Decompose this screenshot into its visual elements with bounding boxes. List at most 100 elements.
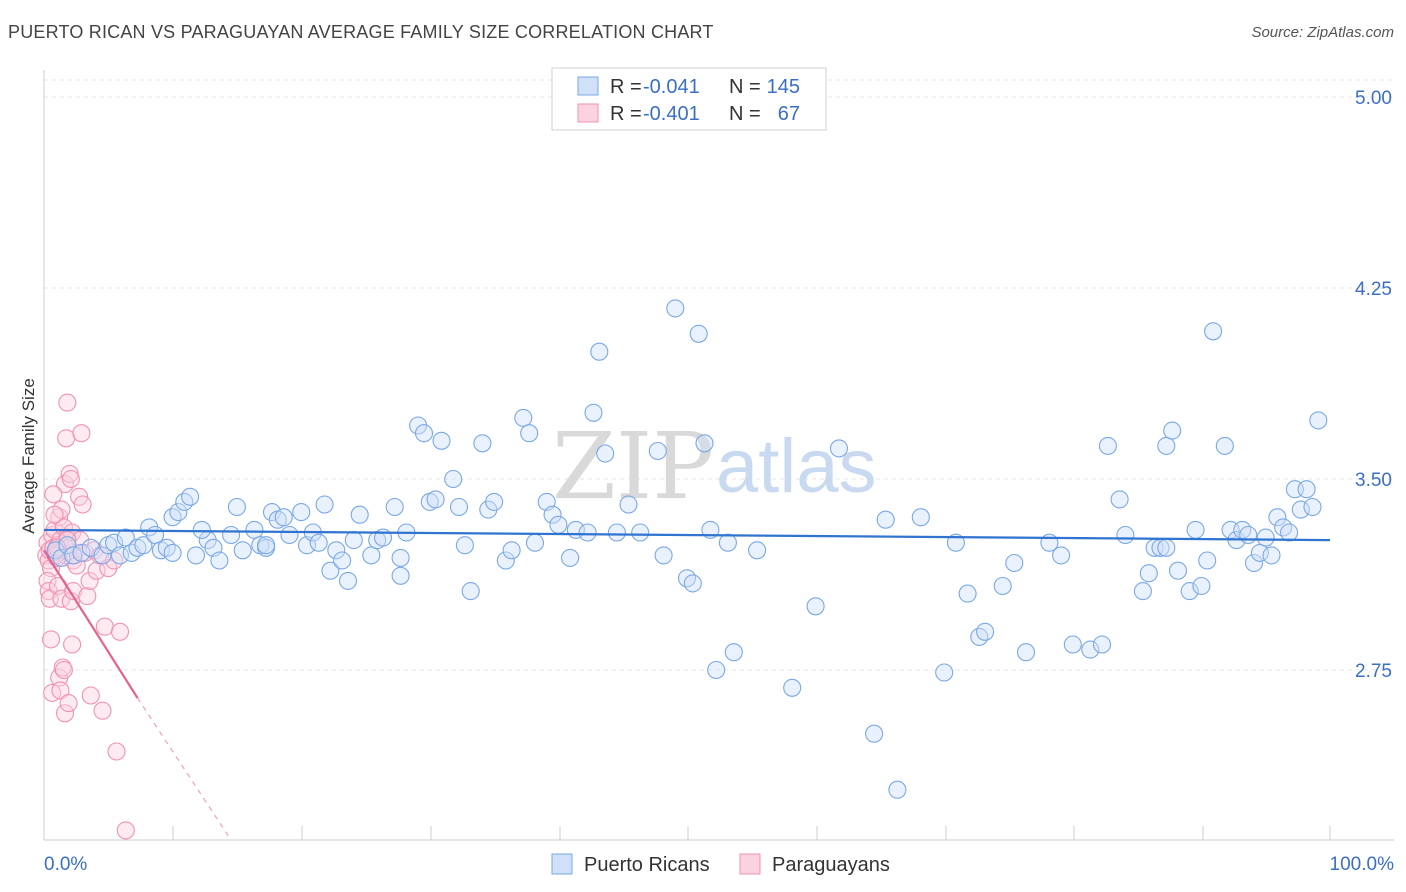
puerto-ricans-point (1063, 635, 1082, 654)
puerto-ricans-point (865, 724, 884, 743)
puerto-ricans-point (333, 551, 352, 570)
paraguayans-trend-extension (137, 697, 232, 841)
watermark-zip: ZIP (552, 413, 714, 520)
puerto-ricans-point (578, 523, 597, 542)
paraguayans-point (57, 429, 76, 448)
puerto-ricans-point (549, 515, 568, 534)
puerto-ricans-point (157, 538, 176, 557)
paraguayans-point (61, 469, 80, 489)
puerto-ricans-point (748, 541, 767, 560)
puerto-ricans-point (309, 533, 328, 552)
puerto-ricans-point (163, 508, 182, 527)
legend-label-puerto-ricans: Puerto Ricans (584, 854, 710, 876)
y-tick-label: 3.50 (1355, 470, 1392, 491)
puerto-ricans-point (1139, 564, 1158, 583)
puerto-ricans-point (163, 543, 182, 562)
puerto-ricans-point (1256, 528, 1275, 547)
puerto-ricans-point (514, 408, 533, 427)
puerto-ricans-point (677, 569, 697, 588)
paraguayans-point (78, 587, 97, 606)
puerto-ricans-point (806, 597, 825, 616)
puerto-ricans-point (455, 536, 474, 555)
puerto-ricans-point (525, 533, 545, 552)
paraguayans-point (116, 821, 135, 840)
puerto-ricans-point (58, 536, 77, 555)
puerto-ricans-point (1081, 640, 1100, 659)
puerto-ricans-point (257, 536, 276, 555)
puerto-ricans-point (391, 548, 410, 567)
paraguayans-point (41, 630, 61, 649)
puerto-ricans-point (1215, 436, 1234, 455)
paraguayans-point (63, 635, 82, 654)
puerto-ricans-point (245, 520, 264, 539)
puerto-ricans-points (46, 299, 1328, 799)
puerto-ricans-point (192, 520, 211, 539)
x-tick-marks (172, 826, 1331, 840)
paraguayans-point (59, 694, 78, 713)
puerto-ricans-point (1303, 497, 1322, 517)
puerto-ricans-point (210, 551, 229, 570)
puerto-ricans-point (1274, 518, 1293, 537)
paraguayans-point (95, 617, 114, 636)
stats-n-label-2: N = (729, 103, 761, 125)
puerto-ricans-point (718, 533, 737, 552)
puerto-ricans-point (169, 503, 188, 522)
y-tick-labels: 2.75 3.50 4.25 5.00 (1355, 88, 1392, 682)
stats-r-label-1: R = (610, 76, 642, 98)
puerto-ricans-point (876, 510, 895, 529)
x-tick-label-min: 0.0% (44, 854, 87, 875)
watermark: ZIP atlas (552, 413, 877, 520)
puerto-ricans-point (1180, 582, 1199, 601)
puerto-ricans-point (292, 503, 311, 522)
legend-label-paraguayans: Paraguayans (772, 854, 890, 876)
puerto-ricans-point (695, 434, 714, 453)
paraguayans-point (72, 424, 91, 443)
puerto-ricans-point (1291, 500, 1310, 519)
puerto-ricans-point (783, 678, 802, 697)
paraguayans-point (55, 704, 75, 723)
puerto-ricans-point (829, 439, 849, 458)
puerto-ricans-point (689, 324, 708, 343)
axes (43, 70, 1394, 841)
puerto-ricans-point (186, 546, 206, 565)
puerto-ricans-point (485, 492, 504, 511)
puerto-ricans-point (175, 492, 194, 511)
puerto-ricans-point (707, 660, 726, 680)
x-tick-label-max: 100.0% (1330, 854, 1395, 875)
puerto-ricans-point (327, 541, 346, 560)
puerto-ricans-point (1157, 436, 1176, 455)
stats-r-value-1: -0.041 (643, 76, 700, 98)
puerto-ricans-point (683, 574, 702, 593)
puerto-ricans-point (1198, 551, 1217, 570)
puerto-ricans-point (461, 582, 480, 601)
puerto-ricans-point (362, 546, 381, 565)
puerto-ricans-point (496, 551, 515, 570)
stats-r-label-2: R = (610, 103, 642, 125)
puerto-ricans-point (911, 508, 930, 527)
stats-n-value-2: 67 (778, 103, 800, 125)
paraguayans-point (73, 495, 92, 514)
puerto-ricans-point (227, 497, 246, 517)
gridlines (44, 79, 1394, 671)
puerto-ricans-point (1244, 553, 1264, 573)
paraguayans-point (55, 475, 75, 494)
paraguayans-trend-line (43, 549, 139, 699)
paraguayans-point (93, 701, 112, 720)
stats-legend: R = -0.041 N = 145 R = -0.401 N = 67 (551, 67, 827, 131)
puerto-ricans-point (970, 627, 989, 646)
y-tick-label: 2.75 (1355, 661, 1392, 682)
series-legend: Puerto Ricans Paraguayans (551, 853, 890, 876)
puerto-ricans-point (561, 548, 580, 567)
puerto-ricans-point (1268, 508, 1287, 527)
paraguayans-point (58, 393, 77, 412)
puerto-ricans-point (1157, 538, 1176, 557)
source-label: Source: ZipAtlas.com (1251, 24, 1394, 41)
paraguayans-point (44, 485, 63, 504)
stats-n-value-1: 145 (767, 76, 800, 98)
legend-swatch-paraguayans (739, 853, 761, 875)
puerto-ricans-point (935, 663, 954, 682)
puerto-ricans-point (1297, 480, 1316, 499)
puerto-ricans-point (619, 495, 638, 514)
puerto-ricans-point (315, 495, 334, 514)
puerto-ricans-point (1098, 436, 1117, 455)
